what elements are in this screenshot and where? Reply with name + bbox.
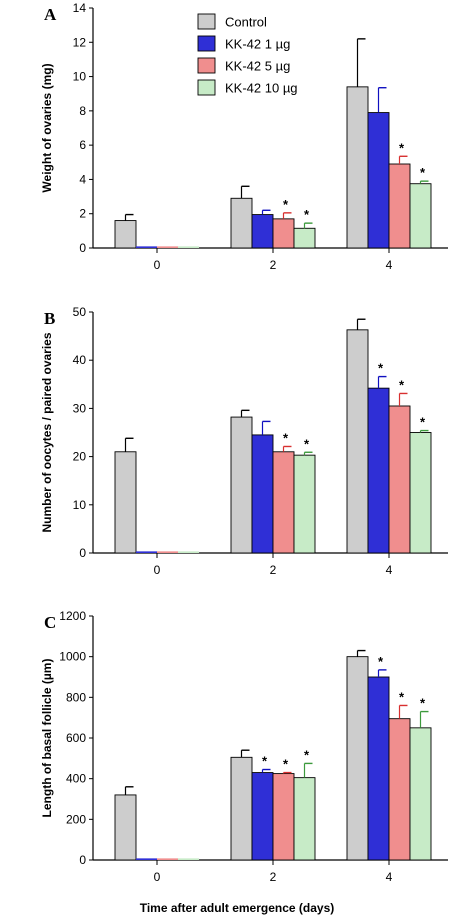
bar [346, 656, 369, 861]
y-tick-label: 200 [66, 812, 86, 826]
panel-a: A 0 2 4 6 8 10 12 14 Weight of ovaries (mg) 0 2 4 * * *… [40, 1, 448, 272]
significance-star: * [304, 207, 310, 222]
legend-swatch [197, 57, 216, 74]
legend-entry: KK-42 1 µg [225, 37, 290, 52]
y-tick-label: 1000 [59, 650, 86, 664]
significance-star: * [378, 361, 384, 376]
x-tick-label: 4 [386, 258, 393, 272]
y-tick-label: 10 [73, 498, 87, 512]
y-tick-label: 12 [73, 35, 87, 49]
x-tick-label: 4 [386, 870, 393, 884]
y-axis-title: Weight of ovaries (mg) [40, 63, 54, 192]
panel-letter: A [44, 5, 57, 24]
bar [409, 183, 432, 249]
bar [251, 772, 274, 861]
bar [293, 454, 316, 554]
x-tick-label: 0 [154, 258, 161, 272]
significance-star: * [283, 430, 289, 445]
significance-star: * [399, 377, 405, 392]
y-tick-label: 20 [73, 450, 87, 464]
legend-entry: KK-42 10 µg [225, 81, 298, 96]
y-tick-label: 1200 [59, 609, 86, 623]
y-tick-label: 30 [73, 401, 87, 415]
x-tick-label: 0 [154, 563, 161, 577]
bar [293, 227, 316, 249]
panel-letter: C [44, 613, 56, 632]
x-tick-label: 2 [270, 870, 277, 884]
y-tick-label: 0 [79, 546, 86, 560]
significance-star: * [420, 696, 426, 711]
bar [230, 197, 253, 249]
bar [409, 727, 432, 861]
bar [251, 214, 274, 249]
legend-swatch [197, 79, 216, 96]
panel-c: C 0 200 400 600 800 1000 1200 Length of basal fo… [40, 609, 448, 884]
significance-star: * [420, 415, 426, 430]
bar [251, 434, 274, 554]
y-tick-label: 600 [66, 731, 86, 745]
legend-swatch [197, 13, 216, 30]
bar [293, 777, 316, 861]
y-tick-label: 2 [79, 207, 86, 221]
bar [114, 451, 137, 554]
bar [367, 387, 390, 554]
y-tick-label: 50 [73, 305, 87, 319]
y-tick-label: 14 [73, 1, 87, 15]
y-tick-label: 6 [79, 138, 86, 152]
x-tick-label: 2 [270, 258, 277, 272]
bar [230, 416, 253, 554]
bar [388, 718, 411, 861]
x-axis-title: Time after adult emergence (days) [140, 901, 335, 915]
significance-star: * [399, 689, 405, 704]
legend-entry: Control [225, 15, 267, 30]
bar [346, 86, 369, 249]
significance-star: * [378, 654, 384, 669]
bar [346, 329, 369, 554]
y-axis-title: Length of basal follicle (µm) [40, 659, 54, 818]
significance-star: * [283, 757, 289, 772]
x-tick-label: 4 [386, 563, 393, 577]
bar [367, 676, 390, 861]
bar [367, 112, 390, 249]
y-tick-label: 0 [79, 853, 86, 867]
bar [230, 756, 253, 861]
y-tick-label: 800 [66, 690, 86, 704]
y-tick-label: 4 [79, 172, 86, 186]
y-tick-label: 0 [79, 241, 86, 255]
bar [388, 405, 411, 554]
y-axis-title: Number of oocytes / paired ovaries [40, 332, 54, 532]
significance-star: * [304, 747, 310, 762]
y-tick-label: 400 [66, 772, 86, 786]
bar [114, 220, 137, 249]
significance-star: * [262, 754, 268, 769]
bar [272, 218, 295, 249]
y-tick-label: 10 [73, 70, 87, 84]
x-tick-label: 2 [270, 563, 277, 577]
significance-star: * [420, 165, 426, 180]
panel-letter: B [44, 309, 55, 328]
significance-star: * [283, 197, 289, 212]
legend-swatch [197, 35, 216, 52]
significance-star: * [399, 140, 405, 155]
significance-star: * [304, 436, 310, 451]
bar [272, 773, 295, 861]
legend-entry: KK-42 5 µg [225, 59, 290, 74]
y-tick-label: 8 [79, 104, 86, 118]
bar [388, 163, 411, 249]
bar [409, 432, 432, 554]
bar [114, 794, 137, 861]
x-tick-label: 0 [154, 870, 161, 884]
bar [272, 451, 295, 554]
y-tick-label: 40 [73, 353, 87, 367]
